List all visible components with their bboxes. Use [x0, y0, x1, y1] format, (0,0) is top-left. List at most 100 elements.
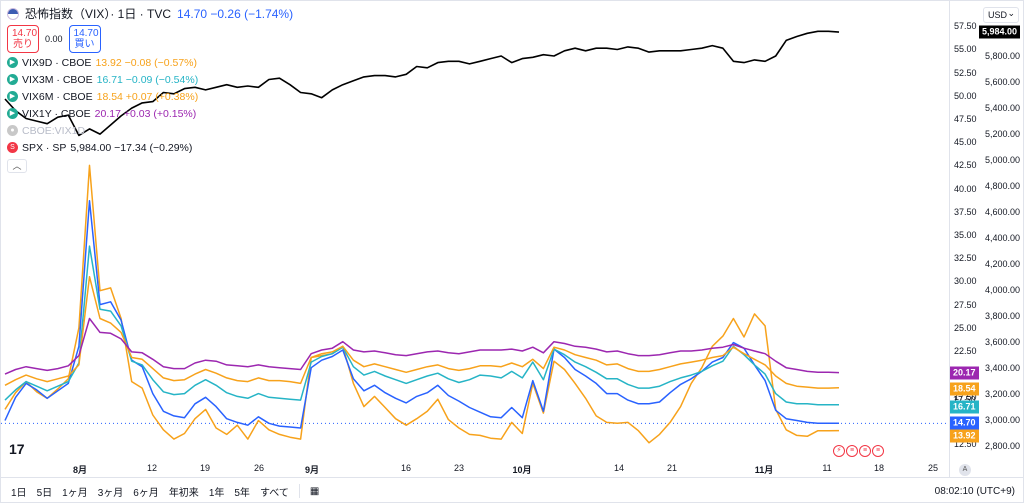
spx-tick-label: 2,800.00	[985, 441, 1021, 452]
range-1y[interactable]: 1年	[208, 487, 225, 499]
price-badge-vix9d: 13.92	[950, 429, 979, 443]
time-tick-label: 26	[253, 463, 265, 473]
time-tick-label: 25	[927, 463, 939, 473]
spread-value: 0.00	[45, 34, 63, 44]
range-all[interactable]: すべて	[259, 487, 289, 499]
range-5d[interactable]: 5日	[36, 487, 53, 499]
buy-price: 14.70	[73, 28, 99, 39]
tradingview-logo-icon[interactable]: 17	[9, 441, 25, 457]
legend-item-vix1y[interactable]: ▶ VIX1Y · CBOE 20.17 +0.03 (+0.15%)	[7, 106, 293, 121]
play-icon[interactable]: ▶	[7, 74, 18, 85]
time-tick-label: 10月	[512, 465, 532, 475]
vix-tick-label: 45.00	[954, 137, 977, 148]
spx-tick-label: 5,000.00	[985, 155, 1021, 166]
vix-tick-label: 47.50	[954, 114, 977, 125]
series-line-vix6m[interactable]	[4, 275, 840, 389]
legend-item-ghost[interactable]: ● CBOE:VIX1D	[7, 123, 293, 138]
range-6m[interactable]: 6ヶ月	[133, 487, 159, 499]
vix-tick-label: 12.50	[954, 438, 977, 449]
spx-tick-label: 3,800.00	[985, 311, 1021, 322]
legend-symbol: SPX · SP	[22, 141, 67, 154]
spx-tick-label: 5,800.00	[985, 51, 1021, 62]
price-badge-vix3m: 16.71	[950, 400, 979, 414]
price-badge-vix6m: 18.54	[950, 382, 979, 396]
play-icon[interactable]: ▶	[7, 108, 18, 119]
spx-price-axis[interactable]: 5,800.00 5,600.00 5,400.00 5,200.00 5,000.00…	[979, 1, 1024, 477]
calendar-icon[interactable]: ▦	[309, 485, 320, 497]
chevron-up-icon: ︿	[12, 161, 22, 171]
series-line-vix1y[interactable]	[4, 317, 840, 375]
range-1m[interactable]: 1ヶ月	[62, 487, 88, 499]
time-tick-label: 23	[453, 463, 465, 473]
legend-item-vix3m[interactable]: ▶ VIX3M · CBOE 16.71 −0.09 (−0.54%)	[7, 72, 293, 87]
sell-price: 14.70	[12, 28, 38, 39]
time-axis[interactable]: 8月 12 19 26 9月 16 23 10月 14 21 11月 11 18 25	[1, 459, 949, 477]
time-tick-label: 16	[400, 463, 412, 473]
legend-values: 5,984.00 −17.34 (−0.29%)	[70, 141, 193, 154]
vix-tick-label: 35.00	[954, 230, 977, 240]
spx-tick-label: 4,600.00	[985, 207, 1021, 218]
range-5y[interactable]: 5年	[234, 487, 250, 499]
time-tick-label: 11月	[754, 465, 774, 475]
vix-tick-label: 52.50	[954, 67, 977, 78]
auto-scale-button[interactable]: A	[959, 464, 971, 476]
time-tick-label: 14	[613, 463, 625, 473]
sell-label: 売り	[13, 39, 33, 50]
time-tick-label: 8月	[72, 465, 88, 475]
vix-tick-label: 57.50	[954, 21, 977, 32]
play-icon[interactable]: ▶	[7, 57, 18, 68]
legend-values: 16.71 −0.09 (−0.54%)	[96, 73, 199, 86]
series-line-vix[interactable]	[4, 199, 839, 429]
range-3m[interactable]: 3ヶ月	[97, 487, 124, 499]
lightning-icon[interactable]: ⚡	[833, 445, 845, 457]
plot-area[interactable]: 恐怖指数（VIX）· 1日 · TVC 14.70 −0.26 (−1.74%)…	[1, 1, 949, 477]
ghost-symbol: CBOE:VIX1D	[22, 124, 86, 137]
price-chart[interactable]	[1, 1, 949, 477]
us-flag-icon[interactable]: ≡	[859, 445, 871, 457]
series-line-vix9d[interactable]	[4, 164, 840, 444]
spx-tick-label: 5,200.00	[985, 129, 1021, 140]
price-badge-spx: 5,984.00	[979, 25, 1021, 39]
series-line-spx[interactable]	[4, 30, 840, 137]
divider	[298, 484, 300, 498]
clock[interactable]: 08:02:10 (UTC+9)	[934, 486, 1015, 497]
spx-tick-label: 3,600.00	[985, 337, 1021, 348]
time-tick-label: 21	[666, 463, 678, 473]
vix-tick-label: 40.00	[954, 183, 977, 194]
price-badge-vix1y: 20.17	[950, 366, 979, 380]
range-ytd[interactable]: 年初来	[168, 487, 199, 499]
spx-tick-label: 4,000.00	[985, 285, 1021, 296]
spx-tick-label: 3,000.00	[985, 415, 1021, 426]
legend-symbol: VIX1Y · CBOE	[22, 107, 91, 120]
trade-row: 14.70 売り 0.00 14.70 買い	[7, 25, 293, 53]
main-price-text: 14.70 −0.26 (−1.74%)	[177, 7, 294, 21]
us-flag-icon[interactable]: ≡	[872, 445, 884, 457]
play-icon[interactable]: ▶	[7, 91, 18, 102]
vix-tick-label: 25.00	[954, 322, 977, 333]
legend: 恐怖指数（VIX）· 1日 · TVC 14.70 −0.26 (−1.74%)…	[7, 7, 293, 173]
spx-tick-label: 3,400.00	[985, 363, 1021, 374]
vix-tick-label: 50.00	[954, 90, 977, 101]
currency-select[interactable]: USD	[983, 6, 1019, 23]
sell-button[interactable]: 14.70 売り	[7, 25, 39, 53]
legend-values: 18.54 +0.07 (+0.38%)	[96, 90, 199, 103]
us-flag-icon[interactable]: ≡	[846, 445, 858, 457]
legend-item-vix6m[interactable]: ▶ VIX6M · CBOE 18.54 +0.07 (+0.38%)	[7, 89, 293, 104]
collapse-legend-button[interactable]: ︿	[7, 159, 27, 173]
buy-button[interactable]: 14.70 買い	[68, 25, 101, 53]
legend-symbol: VIX3M · CBOE	[22, 73, 93, 86]
time-tick-label: 9月	[304, 465, 320, 475]
price-badge-vix: 14.70	[950, 416, 979, 430]
vix-price-axis[interactable]: 57.50 55.00 52.50 50.00 47.50 45.00 42.50 40.00…	[949, 1, 979, 477]
us-flag-icon	[7, 8, 19, 20]
legend-values: 13.92 −0.08 (−0.57%)	[95, 56, 198, 69]
legend-values: 20.17 +0.03 (+0.15%)	[94, 107, 197, 120]
price-badge-vix6m_sub: 17.50	[950, 393, 979, 406]
range-1d[interactable]: 1日	[11, 487, 27, 499]
spx-tick-label: 4,200.00	[985, 259, 1021, 270]
legend-item-vix9d[interactable]: ▶ VIX9D · CBOE 13.92 −0.08 (−0.57%)	[7, 55, 293, 70]
legend-item-spx[interactable]: S SPX · SP 5,984.00 −17.34 (−0.29%)	[7, 140, 293, 155]
chart-title[interactable]: 恐怖指数（VIX）· 1日 · TVC	[25, 7, 172, 21]
series-line-vix3m[interactable]	[4, 245, 840, 406]
spx-tick-label: 5,600.00	[985, 77, 1021, 88]
